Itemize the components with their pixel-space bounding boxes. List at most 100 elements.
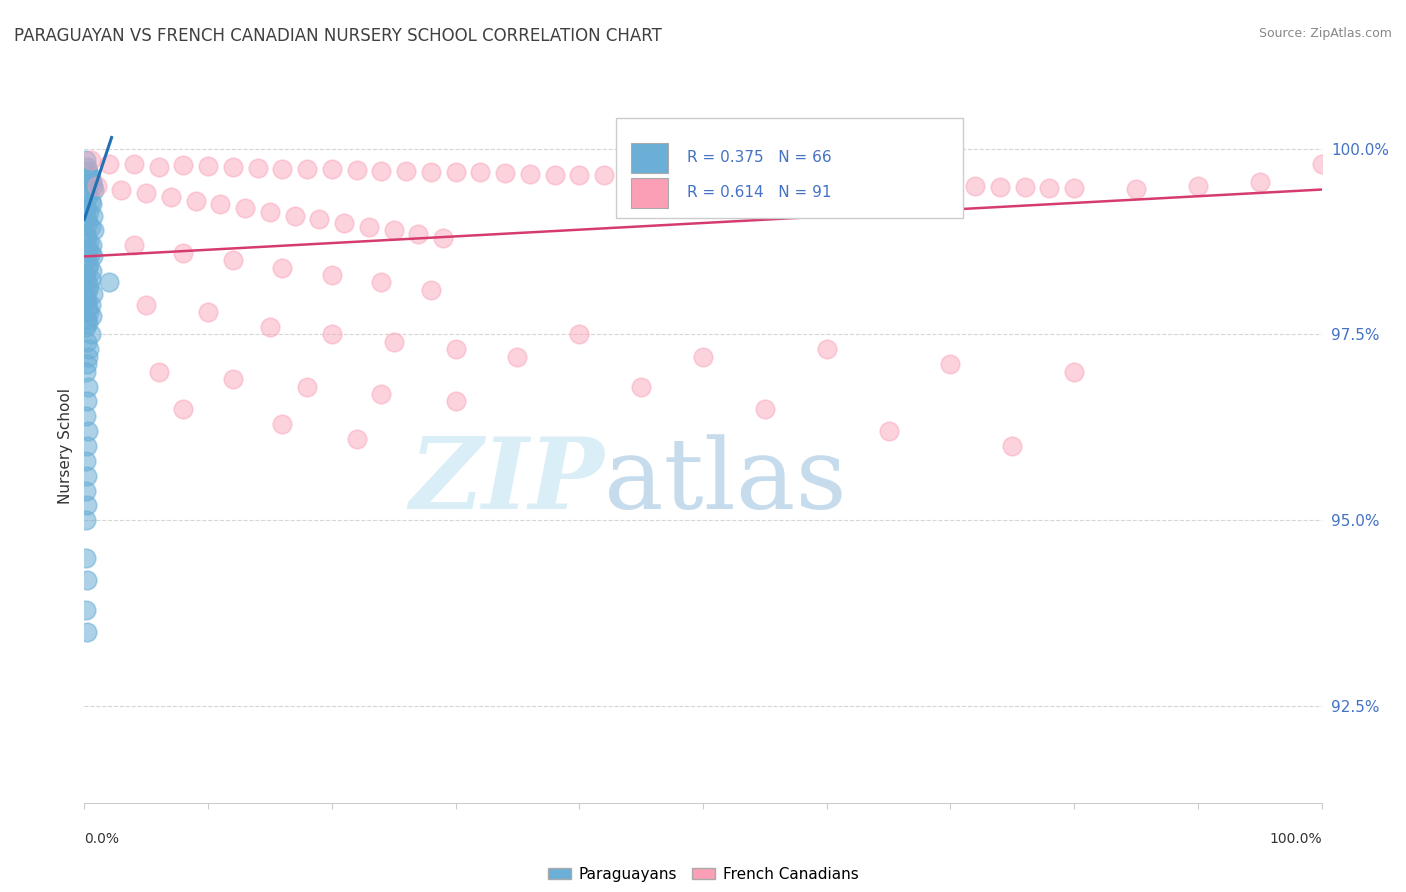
Point: [346, 432, 368, 446]
Point: [75, 409, 97, 424]
Text: PARAGUAYAN VS FRENCH CANADIAN NURSERY SCHOOL CORRELATION CHART: PARAGUAYAN VS FRENCH CANADIAN NURSERY SC…: [14, 27, 662, 45]
Point: [419, 164, 441, 178]
Legend: Paraguayans, French Canadians: Paraguayans, French Canadians: [541, 861, 865, 888]
Point: [370, 164, 392, 178]
Point: [76, 186, 98, 201]
Point: [939, 357, 962, 371]
Point: [444, 343, 467, 357]
Point: [271, 417, 294, 431]
Point: [568, 168, 591, 182]
Point: [75, 290, 97, 304]
Point: [593, 169, 616, 183]
Point: [83, 182, 105, 196]
Point: [382, 223, 405, 237]
Point: [75, 602, 97, 616]
Point: [79, 168, 101, 182]
Point: [1187, 178, 1209, 193]
Point: [77, 350, 100, 364]
Text: R = 0.614   N = 91: R = 0.614 N = 91: [688, 186, 831, 200]
Point: [877, 424, 900, 438]
Point: [79, 219, 101, 234]
Point: [122, 156, 145, 170]
Point: [841, 175, 863, 189]
Point: [172, 401, 194, 416]
Text: 100.0%: 100.0%: [1270, 832, 1322, 846]
Text: Source: ZipAtlas.com: Source: ZipAtlas.com: [1258, 27, 1392, 40]
Point: [1063, 365, 1085, 379]
Point: [519, 167, 541, 181]
Point: [259, 204, 281, 219]
Point: [222, 160, 245, 174]
Point: [122, 238, 145, 252]
Point: [246, 161, 269, 175]
Point: [79, 257, 101, 271]
Point: [1014, 180, 1036, 194]
Point: [79, 171, 101, 186]
Point: [148, 160, 170, 174]
Point: [988, 179, 1011, 194]
Point: [77, 379, 100, 393]
Point: [79, 245, 101, 260]
Point: [80, 238, 103, 252]
Point: [76, 439, 98, 453]
Point: [160, 190, 183, 204]
Point: [79, 305, 101, 319]
Point: [76, 394, 98, 409]
Point: [815, 174, 838, 188]
Point: [295, 162, 318, 177]
Text: atlas: atlas: [605, 434, 846, 530]
Point: [395, 164, 418, 178]
Point: [717, 171, 740, 186]
Point: [80, 197, 103, 211]
Point: [76, 160, 98, 174]
Point: [77, 316, 100, 330]
Point: [370, 387, 392, 401]
Point: [172, 158, 194, 172]
Point: [382, 334, 405, 349]
Point: [75, 454, 97, 468]
Point: [98, 156, 121, 170]
Point: [568, 327, 591, 342]
Y-axis label: Nursery School: Nursery School: [58, 388, 73, 504]
Point: [82, 249, 104, 263]
Point: [76, 253, 98, 268]
Point: [408, 227, 430, 241]
Point: [321, 268, 343, 282]
Point: [79, 343, 101, 357]
Point: [666, 170, 689, 185]
Point: [271, 161, 294, 176]
Point: [82, 209, 104, 223]
Point: [197, 305, 219, 319]
Point: [80, 175, 103, 189]
Point: [80, 309, 103, 323]
Point: [444, 165, 467, 179]
Point: [76, 357, 98, 371]
Point: [692, 171, 714, 186]
Point: [184, 194, 207, 208]
Point: [233, 201, 256, 215]
Point: [444, 394, 467, 409]
Point: [82, 178, 104, 193]
Point: [80, 264, 103, 278]
Point: [271, 260, 294, 275]
Point: [77, 164, 100, 178]
Point: [766, 173, 789, 187]
Point: [77, 216, 100, 230]
Point: [79, 153, 101, 167]
Point: [135, 298, 157, 312]
Point: [76, 573, 98, 587]
Point: [470, 165, 492, 179]
FancyBboxPatch shape: [616, 118, 963, 218]
Point: [295, 379, 318, 393]
Point: [630, 379, 652, 393]
Point: [617, 169, 640, 184]
Point: [79, 235, 101, 249]
Point: [76, 293, 98, 308]
Point: [259, 320, 281, 334]
Point: [77, 301, 100, 316]
Point: [321, 162, 343, 177]
Point: [197, 159, 219, 173]
Point: [494, 166, 516, 180]
Point: [83, 223, 105, 237]
Point: [75, 201, 97, 215]
